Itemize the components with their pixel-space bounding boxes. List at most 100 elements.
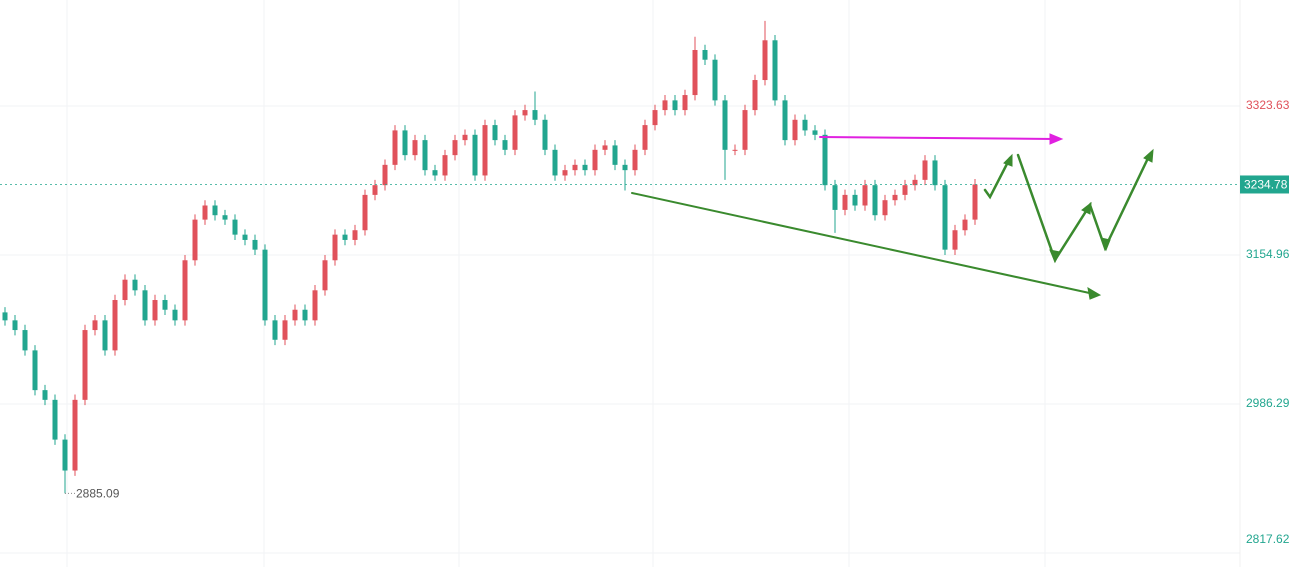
candle-body — [2, 312, 8, 321]
candle-body — [822, 134, 828, 186]
candle-body — [832, 185, 838, 210]
candle-body — [182, 260, 188, 321]
candle-body — [712, 59, 718, 101]
candle-body — [842, 194, 848, 210]
candle-body — [522, 110, 528, 116]
candle-body — [622, 164, 628, 171]
candle-body — [612, 145, 618, 165]
candle-body — [662, 100, 668, 111]
candle-body — [772, 40, 778, 101]
candle-body — [972, 184, 978, 220]
candle-body — [192, 219, 198, 261]
candle-body — [552, 149, 558, 176]
candle-body — [332, 234, 338, 261]
forecast-path — [983, 156, 1012, 200]
candle-body — [782, 100, 788, 141]
candle-body — [222, 215, 228, 220]
candle-body — [502, 140, 508, 150]
candle-body — [262, 249, 268, 321]
candle-body — [372, 185, 378, 195]
candle-body — [92, 320, 98, 331]
candle-body — [802, 119, 808, 131]
candle-body — [942, 185, 948, 250]
y-tick-label: 2817.62 — [1246, 532, 1289, 546]
candle-body — [62, 439, 68, 471]
candle-body — [112, 300, 118, 351]
candle-body — [452, 140, 458, 156]
candle-body — [172, 309, 178, 321]
time-grid — [66, 0, 1046, 567]
price-axis: 2817.62 2986.29 3154.96 3323.63 3234.78 — [1240, 98, 1289, 546]
candle-body — [132, 279, 138, 291]
target-line — [819, 136, 1055, 140]
candle-body — [122, 279, 128, 301]
candle-body — [732, 149, 738, 151]
candle-body — [582, 164, 588, 171]
candle-body — [472, 134, 478, 176]
candle-body — [32, 350, 38, 391]
candle-body — [342, 234, 348, 240]
candle-body — [872, 185, 878, 216]
arrow-head — [1087, 287, 1102, 300]
candle-body — [652, 110, 658, 126]
candle-body — [382, 164, 388, 186]
candle-body — [312, 290, 318, 321]
candle-body — [282, 320, 288, 340]
candle-body — [422, 140, 428, 171]
candle-body — [562, 170, 568, 176]
arrow-heads — [1003, 148, 1154, 264]
candle-body — [762, 40, 768, 81]
candle-body — [482, 125, 488, 176]
candle-body — [592, 149, 598, 171]
candle-body — [542, 119, 548, 150]
candle-body — [392, 130, 398, 165]
candle-body — [642, 125, 648, 150]
candle-body — [412, 140, 418, 156]
plot: 2885.09 — [0, 20, 1240, 554]
candle-body — [22, 330, 28, 351]
candle-body — [432, 170, 438, 176]
price-label: 3234.78 — [1244, 178, 1288, 192]
candle-body — [102, 320, 108, 351]
candle-body — [232, 219, 238, 235]
candle-body — [322, 260, 328, 291]
price-badge — [1240, 175, 1289, 194]
candle-body — [702, 50, 708, 60]
candle-body — [632, 149, 638, 171]
y-tick-label: 2986.29 — [1246, 396, 1289, 410]
candle-body — [812, 130, 818, 135]
candle-body — [142, 290, 148, 321]
candle-body — [862, 185, 868, 206]
candle-body — [672, 100, 678, 111]
candle-body — [292, 309, 298, 321]
forecast-path — [1016, 152, 1152, 263]
candle-body — [42, 390, 48, 400]
candle-body — [742, 110, 748, 150]
candle-body — [952, 230, 958, 250]
candle-body — [722, 100, 728, 150]
candle-body — [682, 95, 688, 111]
candle-body — [82, 330, 88, 400]
candle-body — [212, 205, 218, 216]
candle-body — [892, 194, 898, 201]
arrow-head — [1049, 133, 1064, 145]
y-tick-label: 3323.63 — [1246, 98, 1289, 112]
candle-body — [922, 160, 928, 180]
candle-body — [252, 239, 258, 250]
low-label: 2885.09 — [76, 487, 120, 501]
candle-body — [492, 125, 498, 141]
candle-body — [272, 320, 278, 340]
y-tick-label: 3154.96 — [1246, 247, 1289, 261]
candle-body — [692, 50, 698, 96]
candle-body — [52, 399, 58, 440]
candle-body — [962, 219, 968, 231]
candle-body — [882, 200, 888, 216]
candle-body — [572, 164, 578, 171]
candle-body — [932, 160, 938, 186]
candle-body — [12, 320, 18, 331]
drawings — [631, 133, 1154, 300]
candle-body — [362, 194, 368, 231]
candle-body — [162, 300, 168, 310]
candle-body — [152, 300, 158, 321]
